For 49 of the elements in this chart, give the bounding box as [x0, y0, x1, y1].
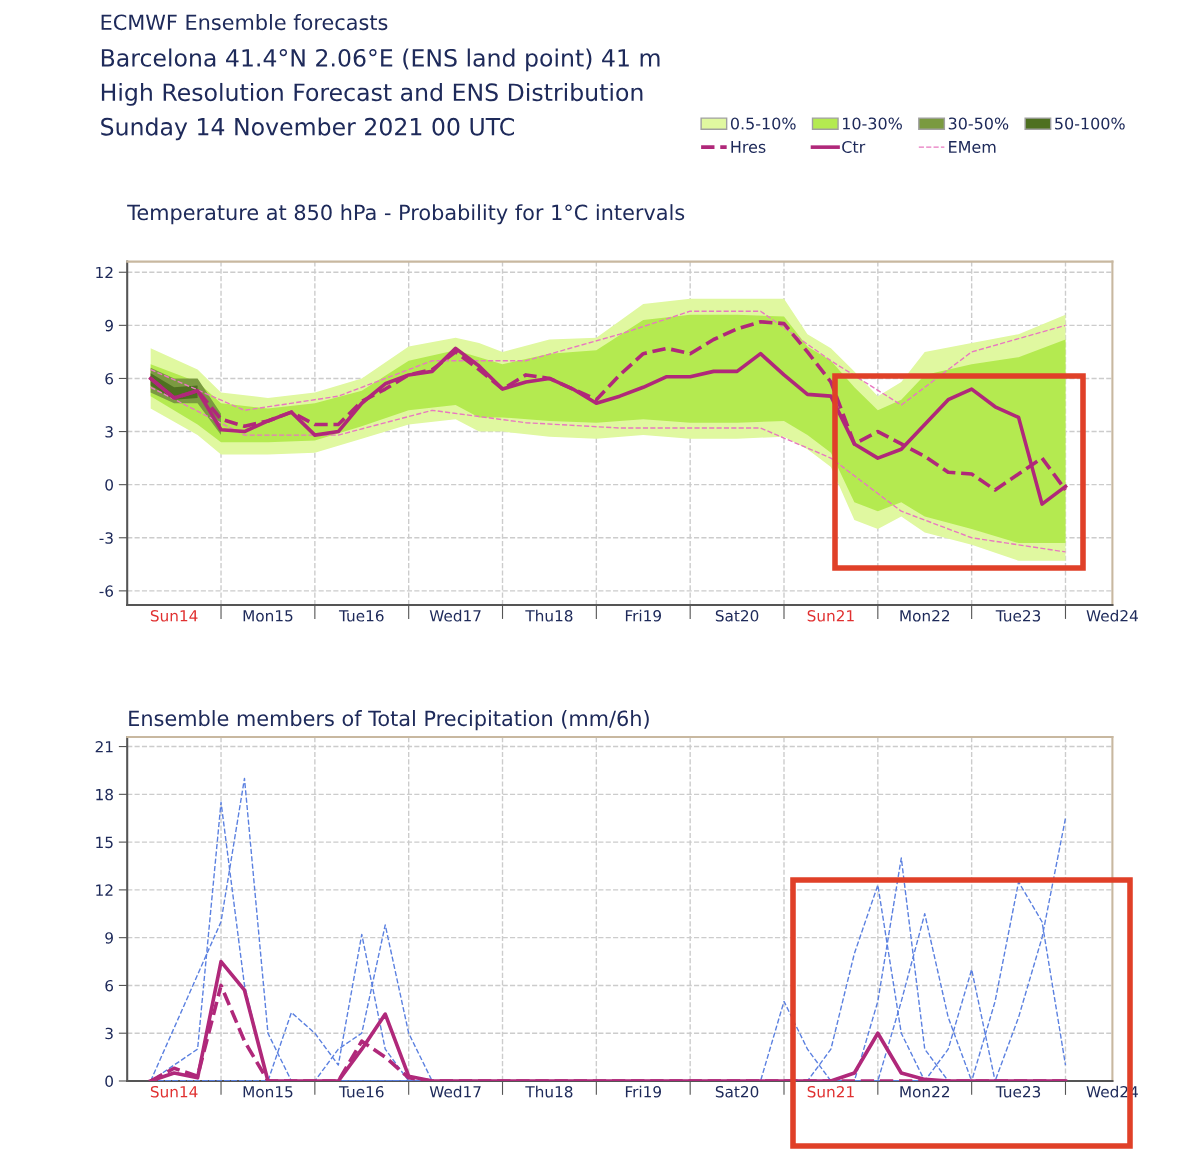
x-tick-label: Tue16: [338, 610, 384, 622]
legend-label: 30-50%: [948, 117, 1009, 130]
y-tick-label: 12: [96, 884, 113, 896]
y-tick-label: 21: [95, 741, 113, 753]
x-tick-label: Wed17: [429, 609, 481, 622]
x-tick-label: Sun14: [150, 610, 198, 622]
y-tick-label: 3: [105, 1027, 113, 1040]
chart-title: Temperature at 850 hPa - Probability for 1°C intervals: [127, 204, 685, 225]
y-tick-label: -6: [99, 585, 114, 597]
x-tick-label: Thu18: [525, 609, 573, 622]
x-tick-label: Wed24: [1086, 609, 1138, 622]
x-tick-label: Mon22: [900, 610, 950, 622]
x-tick-label: Mon15: [243, 1086, 293, 1098]
y-tick-label: 12: [96, 266, 113, 279]
x-tick-label: Tue16: [338, 1085, 384, 1098]
y-tick-label: 15: [96, 836, 113, 849]
y-tick-label: 3: [105, 426, 113, 438]
x-tick-label: Sun21: [807, 610, 854, 622]
x-tick-label: Fri19: [625, 609, 662, 622]
y-tick-label: 6: [105, 372, 114, 385]
text: Barcelona 41.4°N 2.06°E (ENS land point) 41 m: [101, 48, 660, 72]
x-tick-label: Sun21: [807, 1085, 854, 1098]
y-tick-label: 0: [105, 479, 113, 491]
x-tick-label: Tue23: [995, 1085, 1041, 1098]
legend-label: 0.5-10%: [730, 117, 796, 130]
x-tick-label: Thu18: [525, 1085, 573, 1098]
legend-label: EMem: [949, 141, 996, 153]
x-tick-label: Sat20: [715, 1085, 759, 1098]
legend-label: 50-100%: [1055, 117, 1125, 130]
chart-title: Ensemble members of Total Precipitation (mm/6h): [129, 710, 649, 731]
x-tick-label: Fri19: [625, 1085, 662, 1098]
legend-label: Ctr: [842, 140, 866, 153]
text: High Resolution Forecast and ENS Distribution: [101, 82, 643, 106]
text: Sunday 14 November 2021 00 UTC: [101, 117, 514, 141]
x-tick-label: Mon15: [243, 610, 293, 622]
x-tick-label: Mon22: [900, 1085, 950, 1098]
y-tick-label: 18: [96, 788, 113, 801]
x-tick-label: Sat20: [715, 610, 759, 622]
legend-label: 10-30%: [843, 117, 902, 130]
x-tick-label: Wed17: [429, 1085, 481, 1098]
x-tick-label: Sun14: [150, 1085, 198, 1098]
y-tick-label: -3: [99, 532, 113, 544]
legend-label: Hres: [731, 141, 766, 153]
y-tick-label: 9: [105, 932, 113, 944]
y-tick-label: 9: [105, 319, 113, 332]
x-tick-label: Tue23: [995, 610, 1041, 622]
y-tick-label: 0: [105, 1075, 113, 1088]
y-tick-label: 6: [105, 979, 114, 992]
text: ECMWF Ensemble forecasts: [101, 14, 388, 31]
